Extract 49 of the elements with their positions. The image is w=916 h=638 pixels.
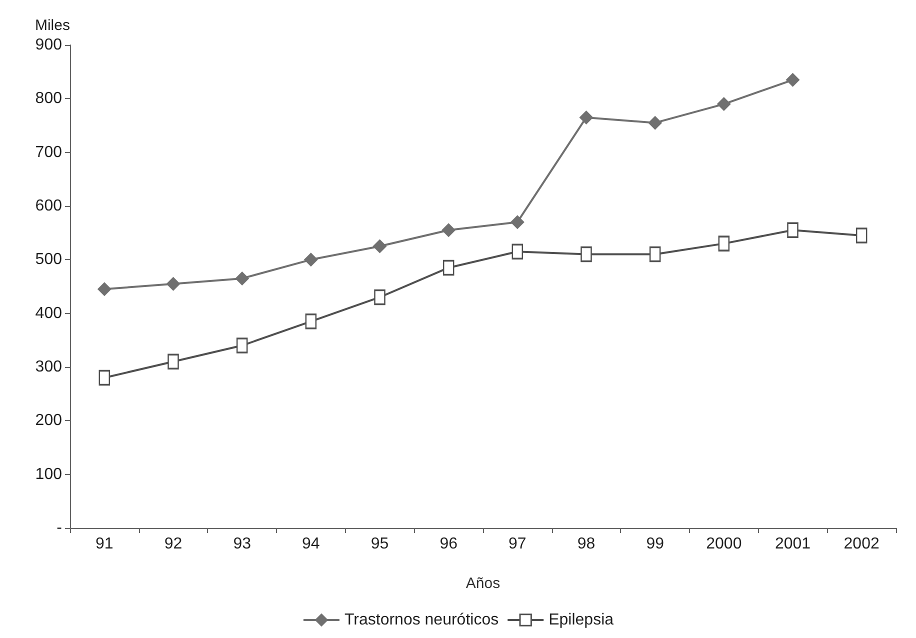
- x-tick-label: 2001: [774, 536, 811, 552]
- y-tick-label: 300: [35, 358, 62, 376]
- legend-label: Trastornos neuróticos: [344, 612, 499, 628]
- x-tick-label: 94: [302, 536, 320, 552]
- point: [168, 354, 179, 370]
- point: [236, 338, 248, 354]
- x-tick-label: 95: [370, 536, 389, 552]
- x-tick-label: 99: [646, 536, 664, 552]
- x-axis-title: Años: [466, 575, 500, 592]
- x-tick-label: 91: [96, 536, 114, 552]
- point: [512, 244, 524, 260]
- point: [510, 215, 524, 230]
- point: [374, 289, 386, 305]
- x-tick-label: 2002: [844, 536, 880, 552]
- point: [649, 246, 661, 262]
- x-tick-label: 96: [440, 536, 458, 552]
- point: [98, 370, 110, 386]
- point: [580, 246, 592, 262]
- point: [716, 97, 731, 112]
- y-tick-label: 600: [35, 198, 62, 214]
- point: [856, 228, 868, 244]
- y-tick-label: 400: [35, 304, 62, 322]
- x-tick-label: 93: [233, 536, 252, 552]
- y-tick-label: 500: [35, 251, 62, 268]
- point: [166, 276, 180, 291]
- point: [648, 116, 662, 130]
- point: [97, 282, 112, 296]
- y-tick-label: 700: [35, 144, 62, 161]
- x-tick-label: 92: [164, 536, 182, 552]
- point: [442, 223, 456, 238]
- x-tick-label: 97: [508, 536, 526, 552]
- point: [786, 72, 800, 87]
- y-tick-label: 800: [35, 90, 62, 108]
- point: [718, 236, 730, 252]
- y-axis-title: Miles: [34, 17, 70, 34]
- point: [304, 252, 318, 267]
- y-tick-label: 100: [35, 466, 62, 483]
- legend-label: Epilepsia: [548, 612, 614, 628]
- point: [787, 222, 798, 238]
- point: [579, 110, 594, 124]
- point: [442, 260, 454, 276]
- point: [372, 239, 387, 254]
- point: [235, 271, 250, 286]
- x-tick-label: 2000: [706, 536, 742, 552]
- y-tick-label: -: [56, 520, 62, 536]
- y-tick-label: 900: [35, 36, 62, 54]
- point: [305, 314, 317, 330]
- y-tick-label: 200: [35, 412, 62, 430]
- x-tick-label: 98: [577, 536, 596, 552]
